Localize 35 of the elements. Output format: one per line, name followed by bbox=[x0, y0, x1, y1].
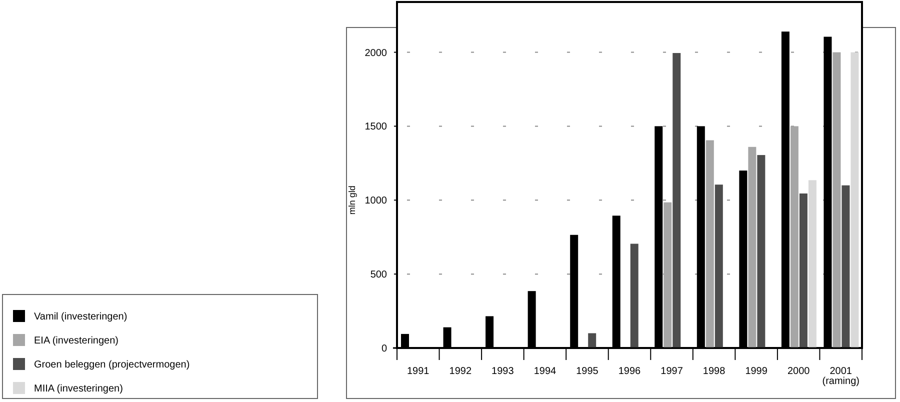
bar bbox=[714, 184, 723, 348]
x-tick-label: 2000 bbox=[787, 366, 810, 377]
x-tick-label: 1999 bbox=[745, 366, 768, 377]
legend-label: EIA (investeringen) bbox=[34, 336, 118, 346]
y-tick-label: 1000 bbox=[364, 196, 388, 207]
x-tick-label: 2001 (raming) bbox=[822, 366, 860, 387]
bar bbox=[664, 202, 672, 348]
y-tick-label: 2000 bbox=[364, 48, 388, 59]
x-tick-label: 1995 bbox=[576, 366, 599, 377]
y-tick-label: 0 bbox=[381, 344, 388, 354]
bar bbox=[842, 185, 850, 348]
bar bbox=[799, 193, 808, 348]
bar bbox=[588, 333, 596, 348]
bar bbox=[808, 180, 816, 348]
bar bbox=[790, 126, 798, 348]
x-tick-label: 1997 bbox=[660, 366, 684, 377]
x-tick-label: 1991 bbox=[407, 366, 430, 377]
y-tick-label: 1500 bbox=[364, 122, 388, 133]
legend-label: Vamil (investeringen) bbox=[34, 312, 128, 322]
x-tick-label: 1994 bbox=[534, 366, 557, 377]
bar bbox=[832, 52, 841, 348]
bar bbox=[706, 140, 714, 348]
y-tick-label: 500 bbox=[370, 270, 388, 281]
x-tick-label: 1996 bbox=[618, 366, 642, 377]
bar bbox=[850, 52, 859, 348]
bar bbox=[757, 155, 766, 348]
bar bbox=[672, 53, 681, 348]
bar bbox=[748, 146, 756, 348]
x-tick-label: 1992 bbox=[449, 366, 472, 377]
y-axis-title: mln gld bbox=[347, 186, 358, 215]
x-tick-label: 1998 bbox=[702, 366, 726, 377]
x-tick-label: 1993 bbox=[492, 366, 514, 377]
bar bbox=[630, 244, 638, 348]
legend-label: Groen beleggen (projectvermogen) bbox=[34, 360, 190, 370]
legend-label: MIIA (investeringen) bbox=[34, 384, 123, 394]
